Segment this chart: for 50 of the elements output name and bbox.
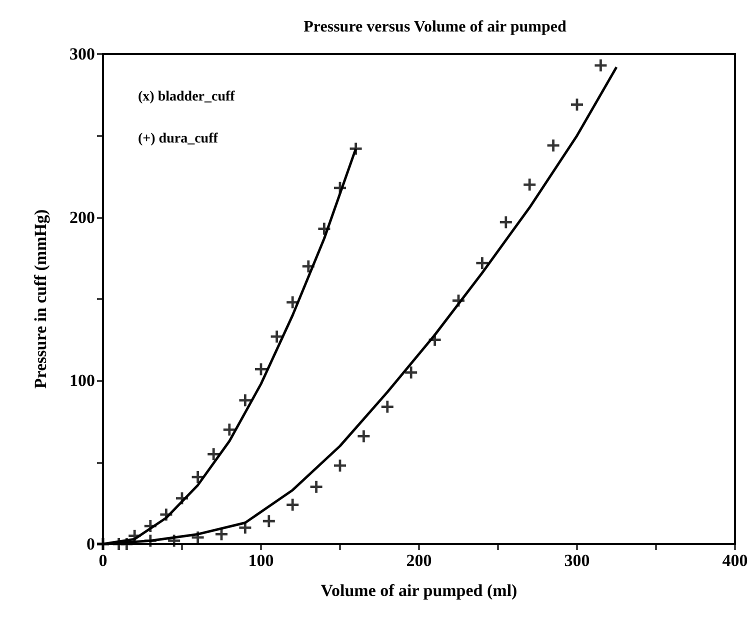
x-tick-label: 100: [248, 551, 274, 570]
point: [286, 296, 299, 308]
point: [255, 363, 267, 376]
point: [500, 216, 512, 228]
annotation: (+) dura_cuff: [138, 132, 218, 146]
point: [112, 538, 125, 550]
point: [223, 424, 236, 436]
point: [547, 139, 560, 152]
point: [270, 330, 283, 343]
point: [239, 394, 252, 406]
point: [216, 528, 228, 540]
x-tick-label: 300: [564, 551, 590, 570]
point: [524, 178, 536, 191]
point: [302, 260, 314, 272]
point: [160, 508, 172, 521]
point: [350, 142, 362, 155]
x-tick-label: 0: [98, 551, 108, 570]
point: [452, 294, 464, 307]
point: [428, 334, 441, 346]
x-tick-label: 400: [722, 551, 748, 570]
y-tick-label: 100: [70, 371, 95, 390]
x-axis-title: Volume of air pumped (ml): [320, 581, 518, 600]
y-tick-label: 0: [86, 534, 95, 554]
point: [144, 534, 156, 547]
point: [144, 520, 156, 532]
point: [405, 366, 418, 378]
annotation: (x) bladder_cuff: [138, 90, 236, 104]
point: [476, 257, 488, 270]
point: [381, 400, 394, 413]
point: [128, 530, 141, 542]
point: [334, 460, 346, 472]
point: [334, 182, 346, 194]
point: [239, 522, 252, 534]
point: [262, 515, 275, 528]
point: [571, 98, 583, 111]
point: [176, 492, 188, 504]
point: [594, 59, 607, 72]
point: [286, 498, 299, 511]
point: [310, 480, 322, 493]
y-axis-title: Pressure in cuff (mmHg): [31, 209, 50, 389]
x-tick-label: 200: [406, 551, 432, 570]
chart-title: Pressure versus Volume of air pumped: [304, 18, 566, 36]
y-tick-label: 200: [70, 208, 95, 227]
point: [318, 222, 330, 235]
point: [358, 430, 370, 442]
point: [192, 531, 204, 544]
point: [168, 534, 180, 547]
point: [192, 471, 204, 484]
point: [208, 448, 220, 460]
y-tick-label: 300: [70, 44, 95, 64]
